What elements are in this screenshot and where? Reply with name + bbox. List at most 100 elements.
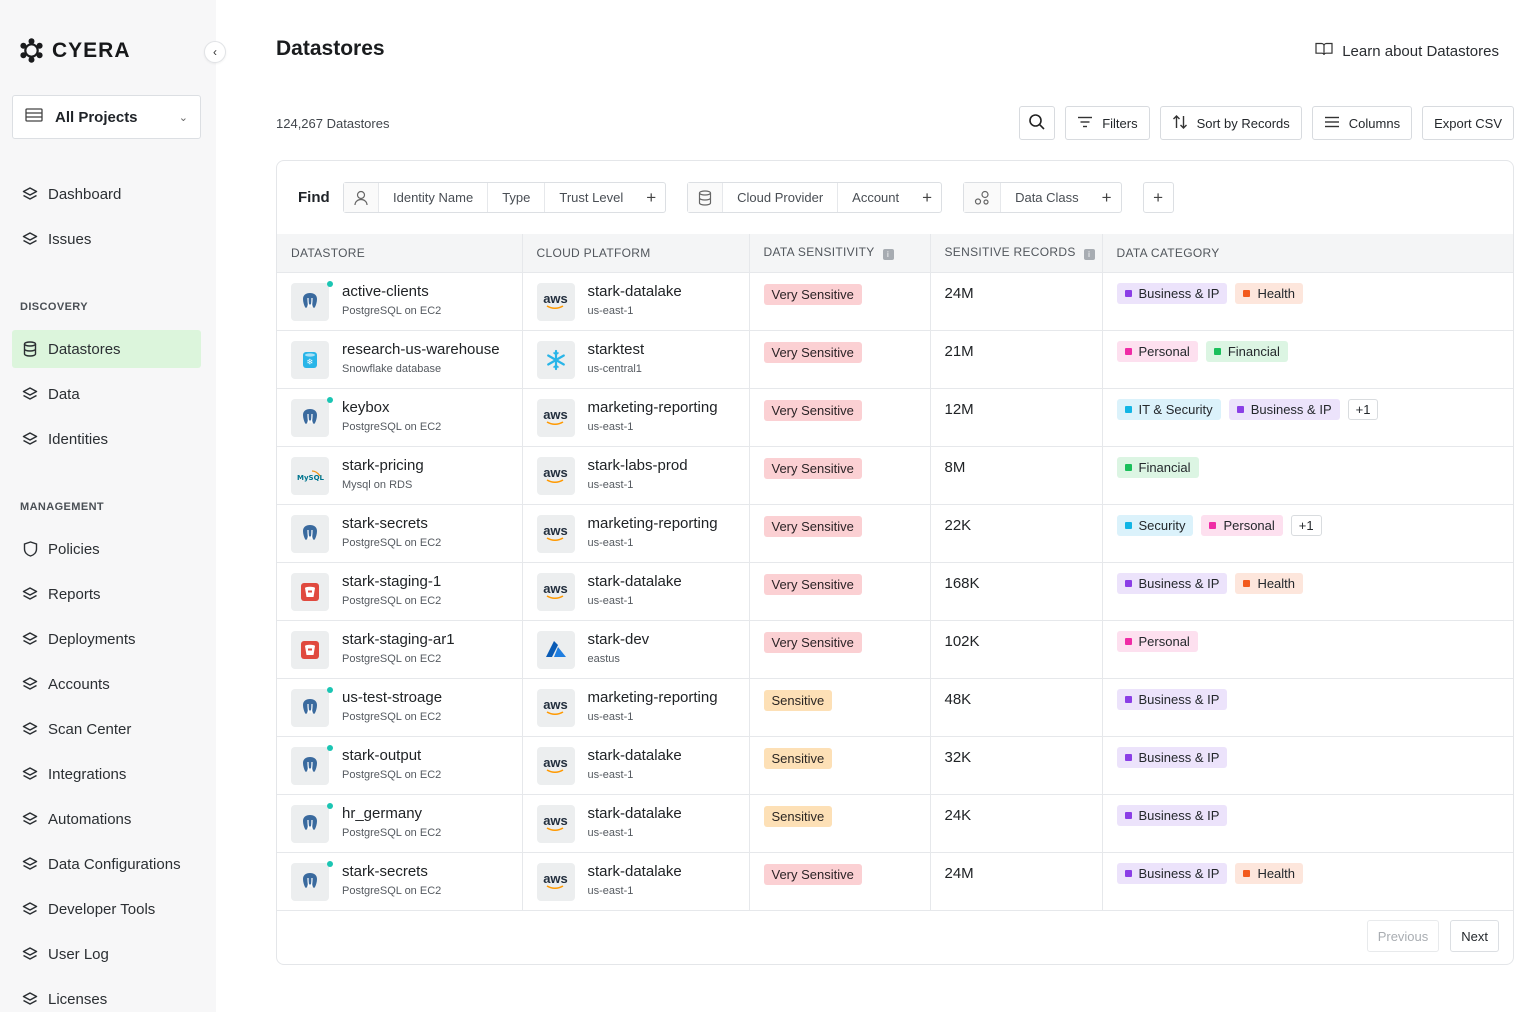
- records-cell: 102K: [930, 620, 1103, 679]
- category-tag[interactable]: Business & IP: [1116, 804, 1228, 826]
- sidebar-item-developer-tools[interactable]: Developer Tools: [12, 890, 201, 928]
- table-row[interactable]: active-clients PostgreSQL on EC2 aws sta…: [277, 272, 1513, 331]
- category-tag[interactable]: Financial: [1205, 340, 1288, 362]
- search-button[interactable]: [1019, 106, 1056, 140]
- platform-name[interactable]: stark-dev: [587, 630, 650, 648]
- platform-name[interactable]: marketing-reporting: [587, 688, 718, 706]
- table-row[interactable]: keybox PostgreSQL on EC2 aws marketing-r…: [277, 388, 1513, 447]
- datastore-name[interactable]: active-clients: [342, 282, 429, 300]
- platform-name[interactable]: starktest: [587, 340, 645, 358]
- add-data-filter-button[interactable]: +: [1101, 187, 1112, 207]
- category-tag[interactable]: Health: [1235, 862, 1304, 884]
- sidebar-item-policies[interactable]: Policies: [12, 530, 201, 568]
- sidebar-item-licenses[interactable]: Licenses: [12, 980, 201, 1012]
- category-tag[interactable]: Business & IP: [1116, 282, 1228, 304]
- category-tag[interactable]: Business & IP: [1228, 398, 1340, 420]
- sort-button[interactable]: Sort by Records: [1159, 106, 1302, 140]
- columns-button[interactable]: Columns: [1311, 106, 1413, 140]
- category-tag[interactable]: Health: [1235, 572, 1304, 594]
- sidebar-item-reports[interactable]: Reports: [12, 575, 201, 613]
- sidebar-item-issues[interactable]: Issues: [12, 220, 201, 258]
- datastore-name[interactable]: keybox: [342, 398, 390, 416]
- table-row[interactable]: stark-staging-1 PostgreSQL on EC2 aws st…: [277, 562, 1513, 621]
- add-identity-filter-button[interactable]: +: [646, 187, 657, 207]
- platform-name[interactable]: marketing-reporting: [587, 514, 718, 532]
- table-row[interactable]: MySQL stark-pricing Mysql on RDS aws sta…: [277, 446, 1513, 505]
- category-tag[interactable]: Business & IP: [1116, 862, 1228, 884]
- datastore-name[interactable]: stark-staging-ar1: [342, 630, 455, 648]
- filter-type[interactable]: Type: [488, 183, 546, 212]
- datastore-name[interactable]: research-us-warehouse: [342, 340, 500, 358]
- category-tag[interactable]: Health: [1235, 282, 1304, 304]
- category-tag[interactable]: IT & Security: [1116, 398, 1221, 420]
- category-tag[interactable]: Business & IP: [1116, 746, 1228, 768]
- platform-name[interactable]: stark-datalake: [587, 572, 682, 590]
- info-icon[interactable]: i: [882, 249, 894, 261]
- category-tag[interactable]: Business & IP: [1116, 572, 1228, 594]
- collapse-sidebar-button[interactable]: ‹: [204, 41, 226, 63]
- category-tag[interactable]: Personal: [1116, 340, 1198, 362]
- category-cell: Financial: [1102, 446, 1513, 505]
- platform-name[interactable]: stark-datalake: [587, 282, 682, 300]
- datastore-name[interactable]: stark-secrets: [342, 862, 428, 880]
- table-row[interactable]: stark-secrets PostgreSQL on EC2 aws mark…: [277, 504, 1513, 563]
- filter-data-class[interactable]: Data Class: [1015, 190, 1079, 205]
- table-row[interactable]: stark-secrets PostgreSQL on EC2 aws star…: [277, 852, 1513, 911]
- filter-account[interactable]: Account: [852, 190, 900, 205]
- datastore-name[interactable]: stark-pricing: [342, 456, 424, 474]
- sidebar-item-accounts[interactable]: Accounts: [12, 665, 201, 703]
- table-row[interactable]: stark-staging-ar1 PostgreSQL on EC2 star…: [277, 620, 1513, 679]
- previous-button[interactable]: Previous: [1366, 920, 1440, 952]
- category-tag[interactable]: Personal: [1201, 514, 1283, 536]
- datastore-name[interactable]: stark-output: [342, 746, 422, 764]
- sidebar-item-data-configurations[interactable]: Data Configurations: [12, 845, 201, 883]
- filter-icon: [1077, 116, 1093, 131]
- filter-trust-level[interactable]: Trust Level: [559, 190, 624, 205]
- sidebar-item-datastores[interactable]: Datastores: [12, 330, 201, 368]
- category-tag[interactable]: Business & IP: [1116, 688, 1228, 710]
- project-select[interactable]: All Projects ⌄: [12, 95, 201, 139]
- col-sensitive-records[interactable]: SENSITIVE RECORDS i: [930, 234, 1103, 273]
- learn-about-datastores-link[interactable]: Learn about Datastores: [1315, 42, 1499, 60]
- sidebar-item-scan-center[interactable]: Scan Center: [12, 710, 201, 748]
- filters-button[interactable]: Filters: [1065, 106, 1150, 140]
- datastore-name[interactable]: hr_germany: [342, 804, 423, 822]
- cyera-logo-icon: [19, 38, 44, 63]
- col-cloud-platform[interactable]: CLOUD PLATFORM: [522, 234, 750, 273]
- platform-name[interactable]: stark-labs-prod: [587, 456, 688, 474]
- platform-name[interactable]: marketing-reporting: [587, 398, 718, 416]
- next-button[interactable]: Next: [1450, 920, 1499, 952]
- category-tag[interactable]: Personal: [1116, 630, 1198, 652]
- sidebar-item-deployments[interactable]: Deployments: [12, 620, 201, 658]
- sidebar-item-dashboard[interactable]: Dashboard: [12, 175, 201, 213]
- filter-cloud-provider[interactable]: Cloud Provider: [723, 183, 839, 212]
- add-cloud-filter-button[interactable]: +: [922, 187, 933, 207]
- add-filter-group-button[interactable]: +: [1142, 182, 1174, 213]
- sidebar-item-integrations[interactable]: Integrations: [12, 755, 201, 793]
- col-data-category[interactable]: DATA CATEGORY: [1102, 234, 1513, 273]
- sidebar-item-identities[interactable]: Identities: [12, 420, 201, 458]
- sidebar-item-automations[interactable]: Automations: [12, 800, 201, 838]
- table-row[interactable]: us-test-stroage PostgreSQL on EC2 aws ma…: [277, 678, 1513, 737]
- category-tag[interactable]: Financial: [1116, 456, 1199, 478]
- platform-name[interactable]: stark-datalake: [587, 862, 682, 880]
- table-row[interactable]: hr_germany PostgreSQL on EC2 aws stark-d…: [277, 794, 1513, 853]
- table-row[interactable]: ❄ research-us-warehouse Snowflake databa…: [277, 330, 1513, 389]
- export-csv-button[interactable]: Export CSV: [1422, 106, 1514, 140]
- datastore-name[interactable]: stark-secrets: [342, 514, 428, 532]
- info-icon[interactable]: i: [1083, 249, 1095, 261]
- table-row[interactable]: stark-output PostgreSQL on EC2 aws stark…: [277, 736, 1513, 795]
- platform-name[interactable]: stark-datalake: [587, 746, 682, 764]
- category-tag[interactable]: Security: [1116, 514, 1194, 536]
- platform-name[interactable]: stark-datalake: [587, 804, 682, 822]
- more-categories-button[interactable]: +1: [1347, 398, 1379, 420]
- sidebar-item-data[interactable]: Data: [12, 375, 201, 413]
- sidebar-item-user-log[interactable]: User Log: [12, 935, 201, 973]
- col-data-sensitivity[interactable]: DATA SENSITIVITY i: [749, 234, 931, 273]
- datastore-name[interactable]: us-test-stroage: [342, 688, 443, 706]
- filter-identity-name[interactable]: Identity Name: [379, 183, 489, 212]
- datastore-name[interactable]: stark-staging-1: [342, 572, 442, 590]
- col-datastore[interactable]: DATASTORE: [277, 234, 523, 273]
- logo[interactable]: CYERA: [19, 38, 131, 63]
- more-categories-button[interactable]: +1: [1290, 514, 1322, 536]
